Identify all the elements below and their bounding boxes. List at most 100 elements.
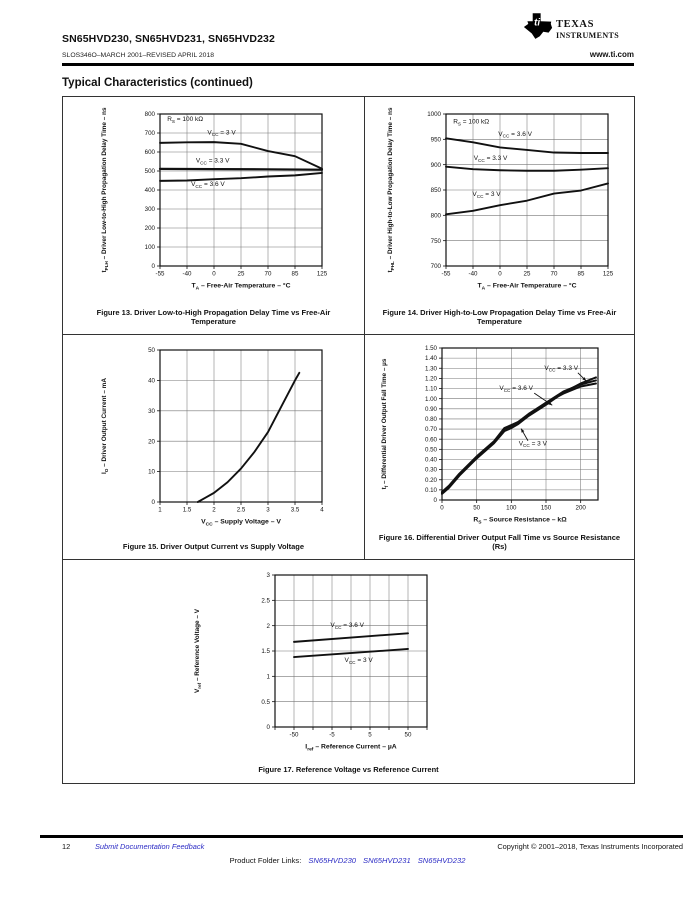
- svg-text:700: 700: [430, 263, 441, 270]
- svg-text:30: 30: [148, 408, 155, 415]
- header-rule: [62, 63, 634, 66]
- svg-text:TA – Free-Air Temperature – °C: TA – Free-Air Temperature – °C: [191, 282, 290, 292]
- product-folder-label: Product Folder Links:: [229, 856, 302, 865]
- svg-text:-55: -55: [155, 271, 165, 278]
- svg-text:0.5: 0.5: [261, 699, 270, 706]
- svg-text:50: 50: [404, 732, 411, 739]
- svg-text:3.5: 3.5: [290, 507, 299, 514]
- svg-text:50: 50: [148, 347, 155, 354]
- svg-text:0.50: 0.50: [424, 446, 437, 453]
- svg-text:150: 150: [540, 505, 551, 512]
- page-number: 12: [62, 842, 71, 851]
- svg-text:1.10: 1.10: [424, 386, 437, 393]
- svg-text:5: 5: [368, 732, 372, 739]
- svg-text:-55: -55: [441, 271, 451, 278]
- svg-text:0: 0: [212, 271, 216, 278]
- svg-text:2: 2: [212, 507, 216, 514]
- svg-text:VCC = 3.6 V: VCC = 3.6 V: [498, 131, 532, 139]
- svg-text:TA – Free-Air Temperature – °C: TA – Free-Air Temperature – °C: [477, 282, 576, 292]
- figure-16-cell: 0 50 100 150 200 0 0.10 0.20 0.30 0.40 0.50 0.60 0.7…: [365, 335, 634, 559]
- document-revision-line: SLOS346O–MARCH 2001–REVISED APRIL 2018: [62, 52, 215, 59]
- figure-14-caption: Figure 14. Driver High-to-Low Propagatio…: [382, 307, 617, 327]
- row-divider-1: [63, 334, 634, 335]
- svg-text:RS = 100 kΩ: RS = 100 kΩ: [453, 119, 489, 127]
- svg-text:-40: -40: [182, 271, 192, 278]
- svg-text:IO – Driver Output Current – m: IO – Driver Output Current – mA: [101, 378, 109, 474]
- svg-text:tPHL – Driver High-to-Low Prop: tPHL – Driver High-to-Low Propagation De…: [387, 107, 395, 272]
- svg-text:0: 0: [498, 271, 502, 278]
- svg-text:200: 200: [575, 505, 586, 512]
- svg-text:0.10: 0.10: [424, 487, 437, 494]
- svg-text:4: 4: [320, 507, 324, 514]
- svg-text:VCC = 3 V: VCC = 3 V: [207, 129, 236, 137]
- svg-text:VCC = 3.6 V: VCC = 3.6 V: [191, 181, 225, 189]
- svg-text:0.80: 0.80: [424, 416, 437, 423]
- product-link-sn65hvd230[interactable]: SN65HVD230: [308, 856, 357, 865]
- column-divider: [364, 97, 365, 559]
- part-numbers-title: SN65HVD230, SN65HVD231, SN65HVD232: [62, 33, 275, 45]
- svg-text:VCC = 3 V: VCC = 3 V: [344, 657, 373, 665]
- row-divider-2: [63, 559, 634, 560]
- svg-text:900: 900: [430, 162, 441, 169]
- svg-text:3: 3: [266, 572, 270, 579]
- figure-13-cell: -55 -40 0 25 70 85 125 0 100 200 300 400 500 600 700 80…: [63, 97, 364, 334]
- svg-text:1.5: 1.5: [261, 648, 270, 655]
- svg-text:tPLH – Driver Low-to-High Prop: tPLH – Driver Low-to-High Propagation De…: [101, 107, 109, 272]
- svg-text:-40: -40: [468, 271, 478, 278]
- svg-text:tf – Differential Driver Outpu: tf – Differential Driver Output Fall Tim…: [381, 358, 389, 489]
- svg-text:0: 0: [266, 724, 270, 731]
- figure-16-caption: Figure 16. Differential Driver Output Fa…: [378, 532, 621, 552]
- svg-text:1.00: 1.00: [424, 396, 437, 403]
- svg-text:0: 0: [440, 505, 444, 512]
- ti-texas-icon: ti: [523, 13, 553, 39]
- svg-text:20: 20: [148, 438, 155, 445]
- svg-text:40: 40: [148, 378, 155, 385]
- svg-text:500: 500: [144, 168, 155, 175]
- svg-text:25: 25: [523, 271, 530, 278]
- svg-text:600: 600: [144, 149, 155, 156]
- svg-text:700: 700: [144, 130, 155, 137]
- svg-text:VCC = 3.6 V: VCC = 3.6 V: [499, 385, 533, 393]
- svg-text:VCC = 3 V: VCC = 3 V: [472, 191, 501, 199]
- figure-15-cell: 1 1.5 2 2.5 3 3.5 4 0 10 20 30 40 50 VCC – Supply Vol…: [63, 335, 364, 559]
- svg-text:800: 800: [430, 212, 441, 219]
- svg-text:50: 50: [473, 505, 480, 512]
- figure-15-caption: Figure 15. Driver Output Current vs Supp…: [122, 542, 305, 552]
- svg-text:200: 200: [144, 225, 155, 232]
- svg-text:Vref – Reference Voltage – V: Vref – Reference Voltage – V: [194, 608, 202, 693]
- figure-17-caption: Figure 17. Reference Voltage vs Referenc…: [258, 765, 439, 775]
- svg-text:-50: -50: [289, 732, 299, 739]
- product-link-sn65hvd232[interactable]: SN65HVD232: [417, 856, 466, 865]
- svg-text:400: 400: [144, 187, 155, 194]
- figure-17-cell: -50 -5 5 50 0 0.5 1 1.5 2 2.5 3 VCC = 3.6 V VCC = 3 …: [63, 560, 634, 782]
- svg-text:1.50: 1.50: [424, 345, 437, 352]
- svg-text:70: 70: [264, 271, 271, 278]
- ti-logo-texas: TEXAS: [556, 19, 595, 30]
- svg-text:VCC = 3.3 V: VCC = 3.3 V: [473, 155, 507, 163]
- svg-text:1.5: 1.5: [182, 507, 191, 514]
- copyright-notice: Copyright © 2001–2018, Texas Instruments…: [497, 842, 683, 851]
- svg-text:2.5: 2.5: [261, 597, 270, 604]
- svg-text:3: 3: [266, 507, 270, 514]
- svg-text:1: 1: [266, 673, 270, 680]
- svg-text:0.60: 0.60: [424, 436, 437, 443]
- ti-logo-instruments: INSTRUMENTS: [556, 30, 620, 40]
- svg-text:VCC = 3.3 V: VCC = 3.3 V: [195, 157, 229, 165]
- ti-website-link[interactable]: www.ti.com: [589, 50, 634, 59]
- svg-text:2: 2: [266, 623, 270, 630]
- svg-text:85: 85: [577, 271, 584, 278]
- svg-text:950: 950: [430, 136, 441, 143]
- product-link-sn65hvd231[interactable]: SN65HVD231: [363, 856, 411, 865]
- svg-text:0.70: 0.70: [424, 426, 437, 433]
- svg-text:125: 125: [602, 271, 613, 278]
- svg-text:2.5: 2.5: [236, 507, 245, 514]
- svg-text:0.20: 0.20: [424, 477, 437, 484]
- svg-text:0.30: 0.30: [424, 467, 437, 474]
- typical-characteristics-box: -55 -40 0 25 70 85 125 0 100 200 300 400 500 600 700 80…: [62, 96, 635, 784]
- svg-text:1.30: 1.30: [424, 365, 437, 372]
- figure-17-chart: -50 -5 5 50 0 0.5 1 1.5 2 2.5 3 VCC = 3.6 V VCC = 3 …: [194, 572, 428, 752]
- svg-text:RS = 100 kΩ: RS = 100 kΩ: [167, 116, 203, 124]
- submit-documentation-feedback-link[interactable]: Submit Documentation Feedback: [95, 842, 205, 851]
- svg-text:1000: 1000: [427, 111, 441, 118]
